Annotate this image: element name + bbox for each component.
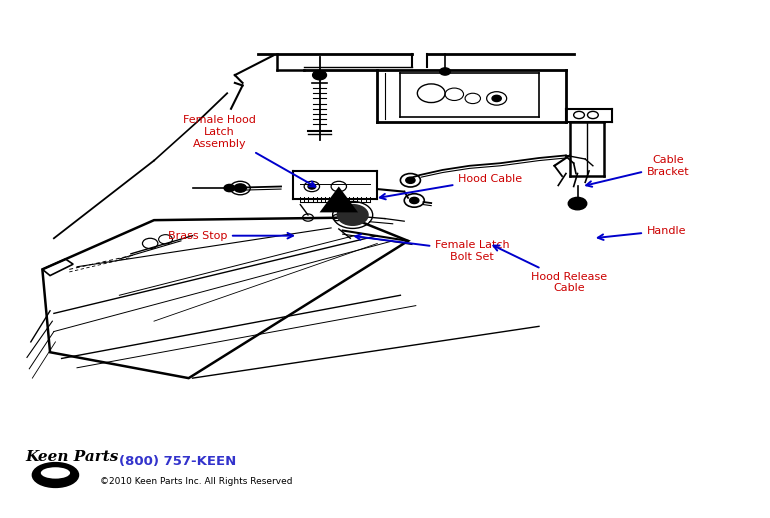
Circle shape — [492, 95, 501, 102]
Circle shape — [308, 184, 316, 189]
Ellipse shape — [41, 467, 70, 479]
Text: Female Latch
Bolt Set: Female Latch Bolt Set — [355, 234, 510, 262]
Text: Handle: Handle — [598, 225, 686, 240]
Text: Hood Cable: Hood Cable — [380, 174, 522, 199]
Text: Keen Parts: Keen Parts — [25, 450, 119, 464]
Circle shape — [440, 68, 450, 75]
Circle shape — [568, 197, 587, 210]
Text: Cable
Bracket: Cable Bracket — [586, 155, 689, 187]
Circle shape — [337, 205, 368, 225]
Circle shape — [410, 197, 419, 204]
Text: Hood Release
Cable: Hood Release Cable — [494, 246, 608, 293]
Circle shape — [406, 177, 415, 183]
Text: ©2010 Keen Parts Inc. All Rights Reserved: ©2010 Keen Parts Inc. All Rights Reserve… — [100, 477, 293, 486]
Circle shape — [224, 184, 235, 192]
Ellipse shape — [32, 463, 79, 487]
Circle shape — [234, 184, 246, 192]
Text: (800) 757-KEEN: (800) 757-KEEN — [119, 455, 236, 468]
Text: Female Hood
Latch
Assembly: Female Hood Latch Assembly — [183, 116, 315, 186]
Text: Brass Stop: Brass Stop — [168, 231, 293, 241]
Polygon shape — [320, 186, 358, 212]
Circle shape — [313, 70, 326, 80]
